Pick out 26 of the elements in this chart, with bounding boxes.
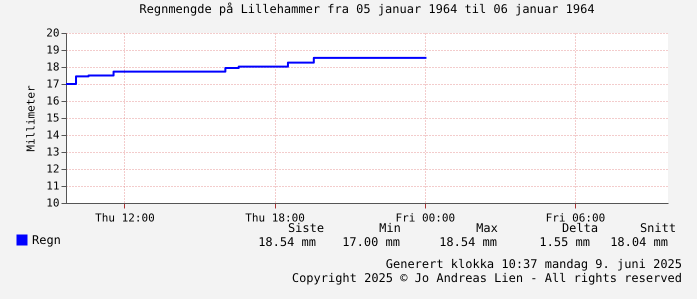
y-tick-label: 19 xyxy=(46,44,60,56)
text: 18.54 mm xyxy=(439,235,497,249)
y-tick-label: 12 xyxy=(46,162,60,176)
y-tick-label: 17 xyxy=(46,78,60,90)
text: Copyright 2025 © Jo Andreas Lien - All rights reserved xyxy=(292,271,682,285)
y-axis-title: Millimeter xyxy=(24,85,38,152)
text: Snitt xyxy=(638,221,678,235)
y-tick-label: 11 xyxy=(46,180,60,192)
text: 18.04 mm xyxy=(610,235,668,249)
text: 1.55 mm xyxy=(539,235,590,249)
x-tick-label: Thu 12:00 xyxy=(95,212,155,224)
text: Siste xyxy=(288,221,326,235)
text: Max xyxy=(476,221,498,235)
y-tick-label: 15 xyxy=(46,112,60,124)
text: Delta xyxy=(562,221,598,235)
y-tick-label: 10 xyxy=(46,196,60,210)
y-tick-label: 14 xyxy=(46,128,60,142)
text: Generert klokka 10:37 mandag 9. juni 2025 xyxy=(386,257,682,271)
y-tick-label: 18 xyxy=(46,60,60,74)
legend-label: Regn xyxy=(32,233,61,247)
chart-title: Regnmengde på Lillehammer fra 05 januar 1964 til 06 januar 1964 xyxy=(139,2,595,16)
y-tick-label: 20 xyxy=(46,26,60,40)
text: 18.54 mm xyxy=(258,235,316,249)
text: 17.00 mm xyxy=(342,235,400,249)
y-tick-label: 16 xyxy=(46,94,60,108)
y-tick-label: 13 xyxy=(46,146,60,158)
